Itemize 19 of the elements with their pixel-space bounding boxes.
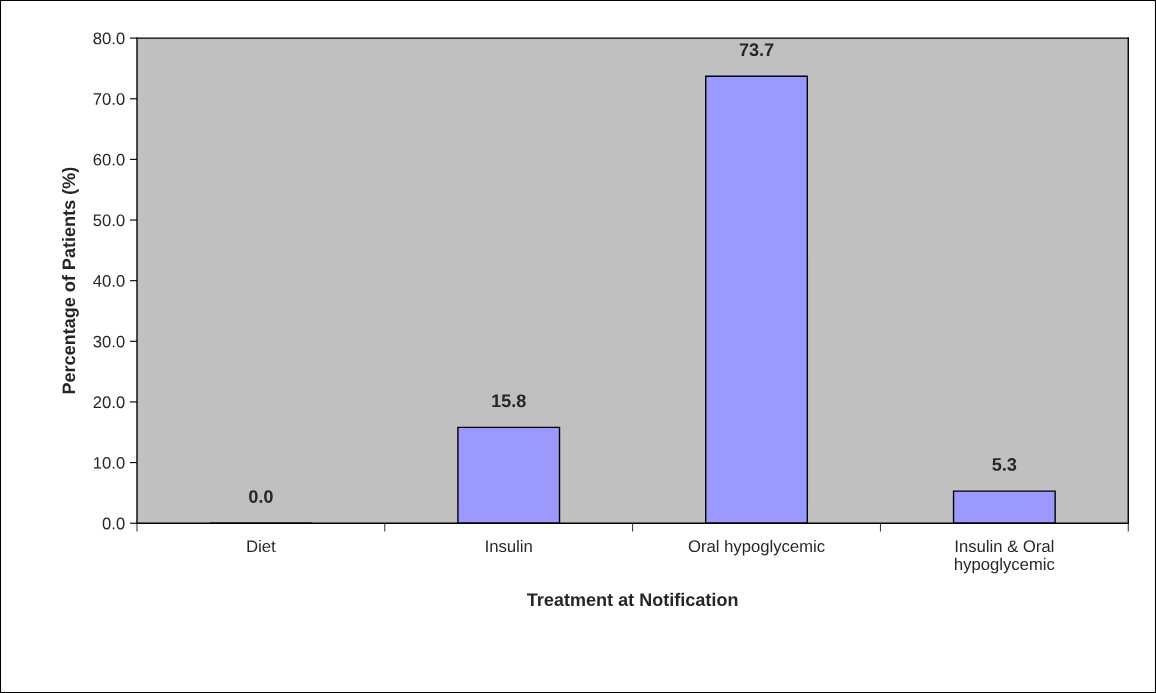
data-label: 5.3 <box>992 458 1017 471</box>
y-tick-label: 40.0 <box>93 275 125 287</box>
y-tick-label: 80.0 <box>93 32 125 45</box>
y-tick-label: 10.0 <box>94 456 125 469</box>
y-tick-label: 0.0 <box>102 517 125 530</box>
y-tick-label: 70.0 <box>93 93 125 105</box>
x-tick-label: Diet <box>247 539 276 553</box>
x-tick-label: Insulin <box>486 539 532 553</box>
data-label: 73.7 <box>739 43 774 57</box>
x-axis-title: Treatment at Notification <box>526 592 738 607</box>
x-tick-label: Insulin & Oral hypoglycemic <box>955 539 1055 574</box>
data-label: 15.8 <box>492 394 526 408</box>
y-tick-label: 50.0 <box>93 214 125 227</box>
y-tick-label: 60.0 <box>93 153 125 166</box>
y-axis-title: Percentage of Patients (%) <box>61 167 79 394</box>
y-tick-label: 30.0 <box>93 335 125 348</box>
data-label: 0.0 <box>249 490 273 503</box>
x-tick-label: Oral hypoglycemic <box>688 539 825 556</box>
y-tick-label: 20.0 <box>93 396 125 409</box>
